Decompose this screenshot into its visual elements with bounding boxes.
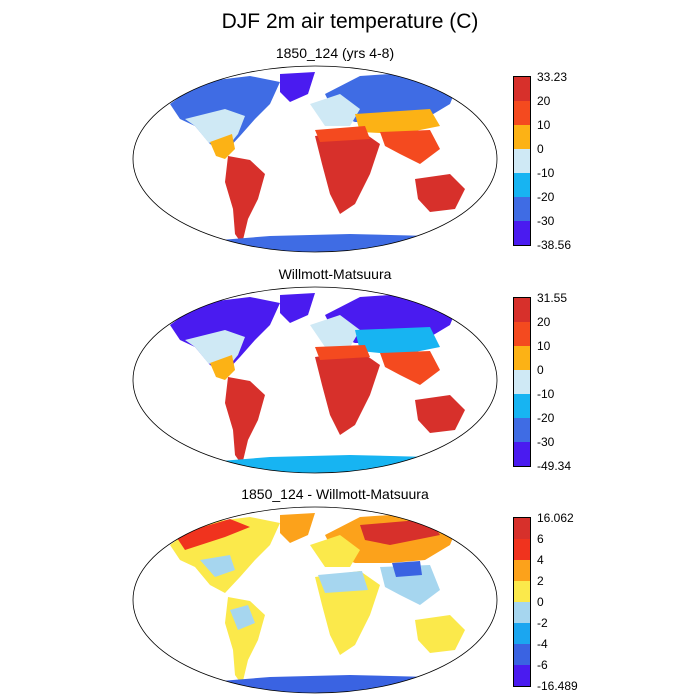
colorbar-label: -49.34 — [537, 459, 572, 473]
colorbar-label: 20 — [537, 315, 551, 329]
colorbar-segment — [514, 298, 530, 322]
colorbar-label: 10 — [537, 118, 551, 132]
colorbar-label: 4 — [537, 553, 544, 567]
colorbar-label: 2 — [537, 574, 544, 588]
colorbar-segment — [514, 442, 530, 466]
north-america-south — [210, 355, 235, 380]
africa-land — [315, 351, 380, 435]
colorbar-segment — [514, 101, 530, 125]
antarctica-land — [190, 234, 450, 252]
colorbar-segment — [514, 77, 530, 101]
south-asia-land — [380, 565, 440, 605]
colorbar-segment — [514, 539, 530, 560]
panel-title: 1850_124 (yrs 4-8) — [275, 45, 395, 61]
colorbar-segment — [514, 322, 530, 346]
africa-land — [315, 130, 380, 214]
colorbar-label: -10 — [537, 387, 555, 401]
colorbar-segment — [514, 346, 530, 370]
colorbar-label: -20 — [537, 190, 555, 204]
sahara-cool — [318, 571, 368, 593]
colorbar-segment — [514, 173, 530, 197]
colorbar-segment — [514, 197, 530, 221]
europe-land — [310, 535, 360, 567]
colorbar-label: 16.062 — [537, 511, 574, 525]
australia-land — [415, 395, 465, 433]
panel-title: 1850_124 - Willmott-Matsuura — [241, 486, 429, 502]
south-asia-land — [380, 130, 440, 164]
colorbar-segment — [514, 418, 530, 442]
colorbar-label: 0 — [537, 142, 544, 156]
colorbar-label: 6 — [537, 532, 544, 546]
north-africa-land — [315, 126, 370, 142]
colorbar-segment — [514, 518, 530, 539]
colorbar-label: -20 — [537, 411, 555, 425]
colorbar-segment — [514, 602, 530, 623]
temperature-map — [132, 286, 498, 474]
antarctica-land — [190, 675, 450, 693]
south-america-cool — [230, 605, 255, 630]
temperature-map — [132, 65, 498, 253]
colorbar-label: -10 — [537, 166, 555, 180]
europe-land — [310, 315, 360, 347]
panel-title: Willmott-Matsuura — [278, 266, 392, 282]
greenland-land — [280, 513, 315, 543]
colorbar-label: 10 — [537, 339, 551, 353]
colorbar-segment — [514, 581, 530, 602]
australia-land — [415, 174, 465, 212]
north-america-south — [210, 134, 235, 159]
eurasia-warm — [360, 519, 440, 545]
map-boundary — [132, 286, 498, 474]
colorbar-label: -38.56 — [537, 238, 572, 252]
south-america-land — [225, 156, 265, 244]
greenland-land — [280, 293, 315, 323]
colorbar-segment — [514, 394, 530, 418]
europe-land — [310, 94, 360, 126]
colorbar-label: -2 — [537, 616, 548, 630]
colorbar-label: 31.55 — [537, 291, 568, 305]
north-africa-land — [315, 345, 370, 360]
colorbar-segment — [514, 623, 530, 644]
south-asia-land — [380, 351, 440, 385]
colorbar — [513, 297, 531, 467]
colorbar — [513, 76, 531, 246]
colorbar-segment — [514, 125, 530, 149]
greenland-land — [280, 72, 315, 102]
colorbar-label: -30 — [537, 435, 555, 449]
colorbar-label: -30 — [537, 214, 555, 228]
colorbar-label: 0 — [537, 595, 544, 609]
north-america-cool — [200, 555, 235, 577]
tibet-cool — [392, 561, 422, 577]
figure-title: DJF 2m air temperature (C) — [221, 10, 479, 33]
north-america-warm — [175, 519, 250, 550]
map-boundary — [132, 65, 498, 253]
map-boundary — [132, 506, 498, 694]
colorbar-label: -4 — [537, 637, 548, 651]
colorbar-segment — [514, 560, 530, 581]
australia-land — [415, 615, 465, 653]
temperature-difference-map — [132, 506, 498, 694]
south-america-land — [225, 377, 265, 465]
asia-mid-land — [355, 109, 440, 134]
asia-mid-land — [355, 327, 440, 355]
colorbar-segment — [514, 370, 530, 394]
colorbar-segment — [514, 665, 530, 686]
colorbar-label: -16.489 — [537, 679, 578, 693]
colorbar-segment — [514, 644, 530, 665]
antarctica-land — [190, 455, 450, 473]
colorbar-label: 0 — [537, 363, 544, 377]
colorbar-segment — [514, 149, 530, 173]
colorbar-label: 20 — [537, 94, 551, 108]
colorbar-label: 33.23 — [537, 70, 568, 84]
colorbar-segment — [514, 221, 530, 245]
colorbar — [513, 517, 531, 687]
colorbar-label: -6 — [537, 658, 548, 672]
